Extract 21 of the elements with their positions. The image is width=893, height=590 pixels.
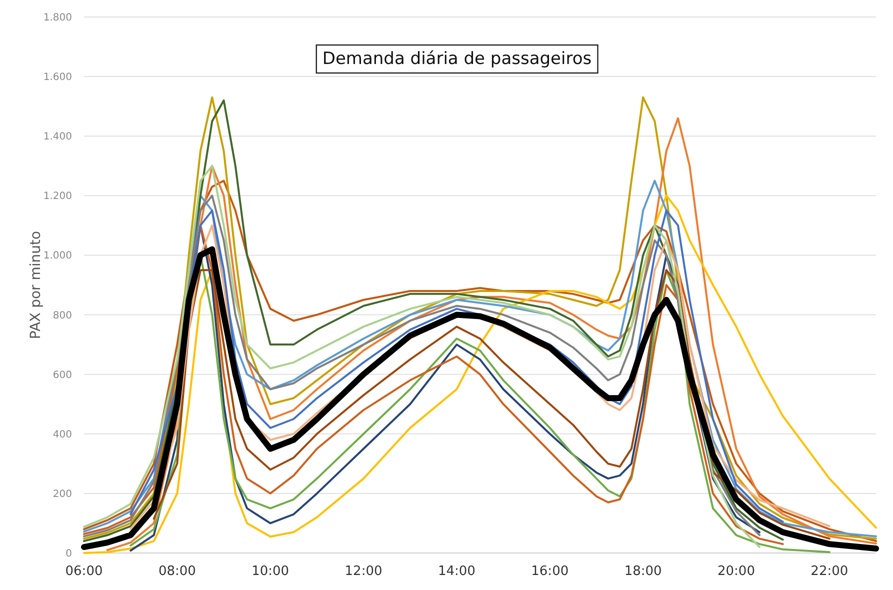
y-tick-label: 800: [52, 310, 72, 322]
x-tick-label: 20:00: [718, 564, 755, 579]
x-tick-label: 08:00: [158, 564, 196, 579]
y-tick-label: 1.800: [43, 12, 72, 24]
y-tick-label: 200: [52, 488, 72, 500]
x-tick-label: 14:00: [438, 564, 476, 579]
x-tick-label: 12:00: [344, 564, 382, 579]
x-tick-label: 10:00: [252, 564, 290, 579]
y-tick-label: 1.200: [43, 191, 72, 202]
x-tick-label: 06:00: [65, 564, 103, 579]
y-tick-label: 1.400: [43, 132, 72, 143]
y-tick-label: 1.000: [43, 250, 72, 262]
y-axis-title: PAX por minuto: [28, 230, 44, 340]
y-tick-label: 400: [52, 429, 72, 440]
y-tick-label: 600: [52, 370, 72, 381]
text: Demanda diária de passageiros: [322, 49, 592, 69]
x-tick-label: 16:00: [531, 564, 569, 579]
x-tick-label: 22:00: [810, 564, 848, 579]
y-tick-label: 0: [66, 548, 72, 560]
y-tick-label: 1.600: [43, 72, 72, 84]
x-tick-label: 18:00: [624, 564, 662, 579]
